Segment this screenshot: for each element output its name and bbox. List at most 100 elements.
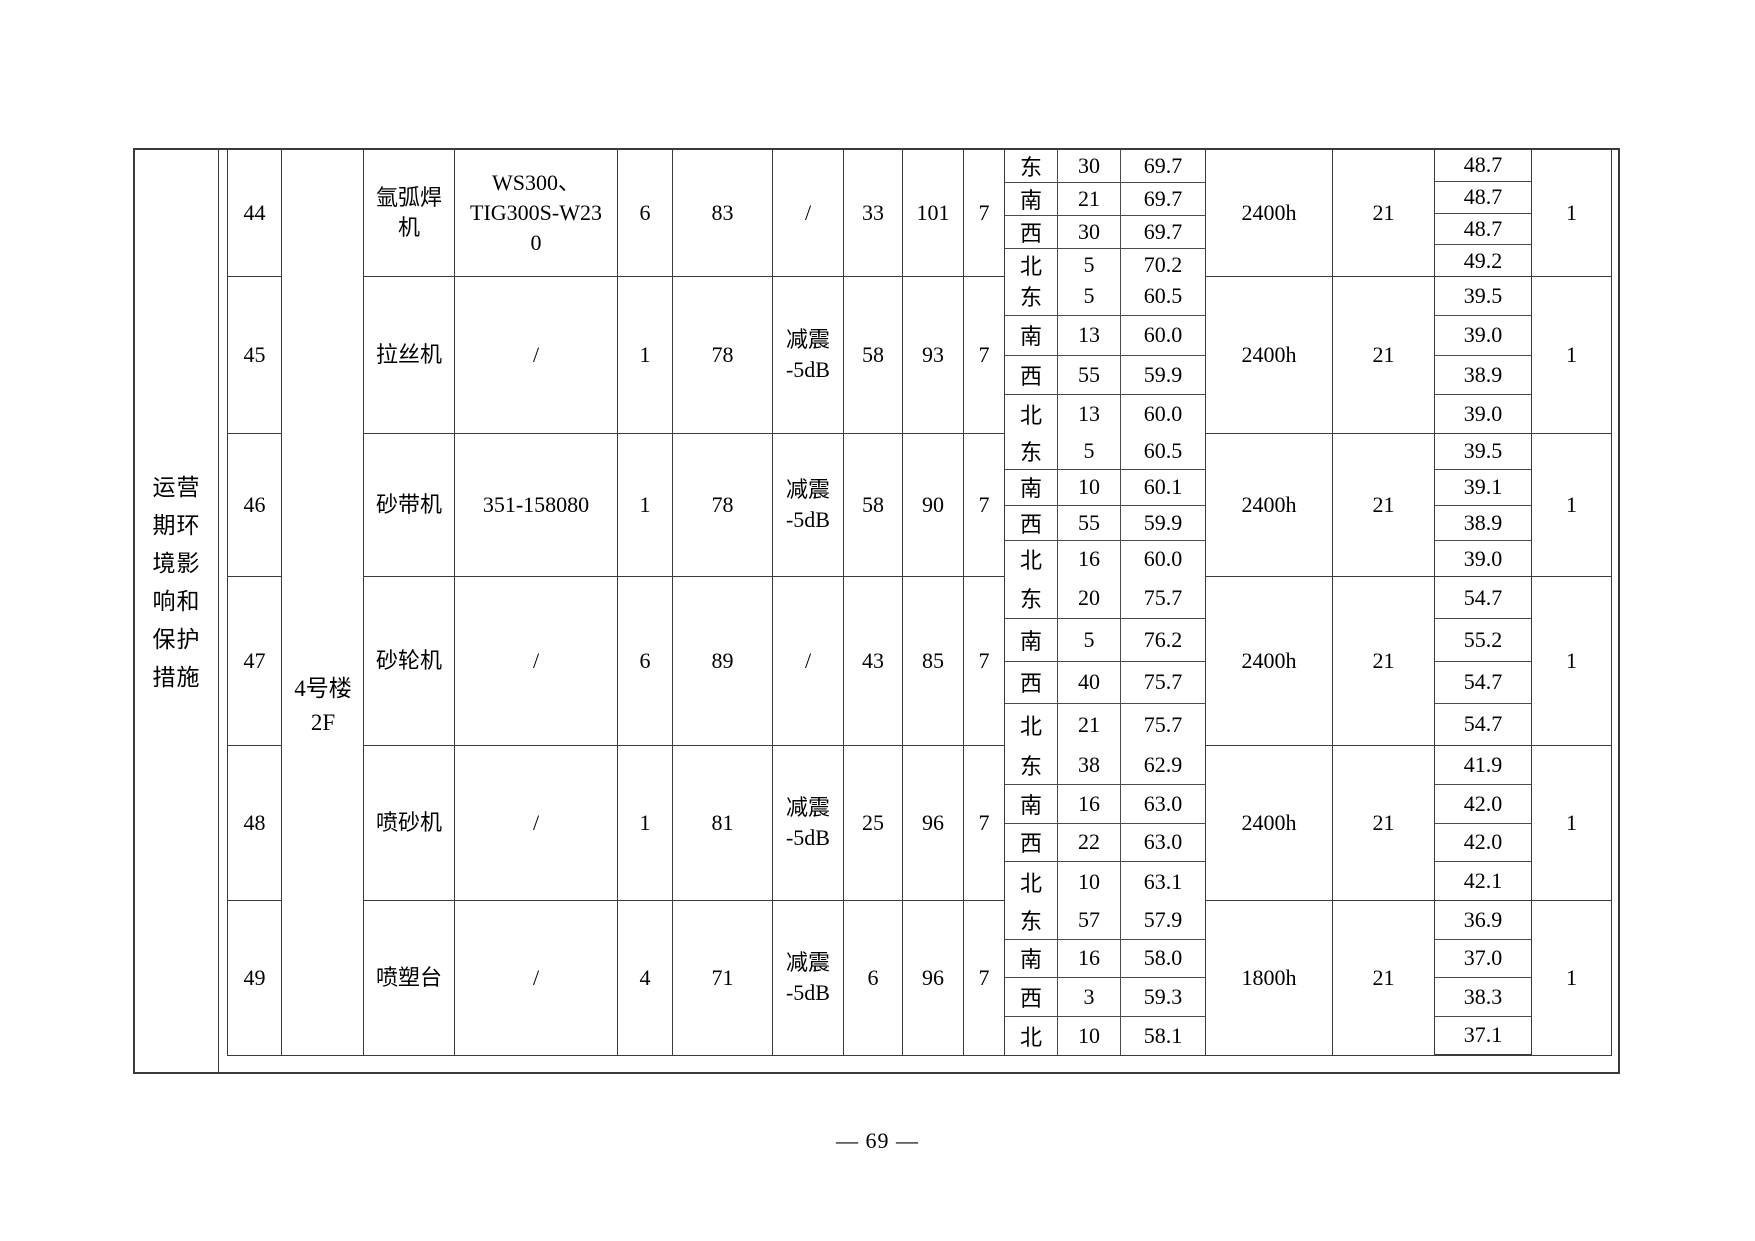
result-subtable: 39.5 39.0 38.9 39.0 [1435,277,1532,434]
table-row: 45 拉丝机 / 1 78 减震 -5dB 58 93 7 东 5 60.5 南 13 6… [228,277,1611,434]
cell-direction-noise: 75.7 [1121,703,1206,746]
cell-seq-no: 45 [228,277,282,434]
cell-direction-distance: 16 [1058,939,1121,978]
cell-value-5: 1 [1532,150,1611,277]
cell-model: / [455,277,618,434]
building-column-space [282,577,364,746]
cell-value-4: 21 [1333,434,1435,577]
cell-direction-distance: 5 [1058,249,1121,281]
cell-value-1: 33 [844,150,903,277]
cell-direction-distance: 55 [1058,505,1121,542]
cell-direction: 南 [1005,619,1058,662]
cell-source-noise: 83 [673,150,773,277]
direction-subrow: 南 21 69.7 [1005,183,1206,216]
direction-subrow: 东 57 57.9 [1005,901,1206,940]
cell-direction-distance: 3 [1058,978,1121,1017]
result-subtable: 36.9 37.0 38.3 37.1 [1435,901,1532,1055]
cell-direction: 北 [1005,541,1058,577]
cell-value-4: 21 [1333,901,1435,1055]
cell-value-5: 1 [1532,746,1611,901]
direction-subrow: 东 5 60.5 [1005,434,1206,470]
cell-direction-noise: 60.0 [1121,541,1206,577]
cell-value-4: 21 [1333,746,1435,901]
cell-result-value: 48.7 [1435,214,1531,246]
cell-direction: 东 [1005,150,1058,183]
cell-result-value: 42.1 [1463,868,1503,894]
cell-model: WS300、 TIG300S-W23 0 [455,150,618,277]
cell-quantity: 4 [618,901,673,1055]
cell-result-value: 54.7 [1435,662,1531,704]
cell-result-value: 41.9 [1435,746,1531,785]
cell-result-value: 39.0 [1463,545,1503,571]
direction-subrow: 南 10 60.1 [1005,469,1206,506]
direction-subtable: 东 20 75.7 南 5 76.2 西 40 75.7 北 21 75.7 [1005,577,1206,746]
table-row: 49 喷塑台 / 4 71 减震 -5dB 6 96 7 东 57 57.9 南 16 5… [228,901,1611,1055]
cell-direction: 东 [1005,277,1058,317]
cell-value-3: 7 [964,901,1005,1055]
table-row: 47 砂轮机 / 6 89 / 43 85 7 东 20 75.7 南 5 76.2 西 40… [228,577,1611,746]
table-row: 46 砂带机 351-158080 1 78 减震 -5dB 58 90 7 东… [228,434,1611,577]
cell-direction-noise: 62.9 [1121,746,1206,785]
cell-seq-no: 44 [228,150,282,277]
direction-subtable: 东 5 60.5 南 10 60.1 西 55 59.9 北 16 60.0 [1005,434,1206,577]
cell-direction-noise: 63.0 [1121,823,1206,863]
building-column-space [282,277,364,434]
cell-operating-hours: 2400h [1206,277,1333,434]
cell-result-value: 39.5 [1435,434,1531,470]
cell-value-1: 58 [844,277,903,434]
cell-direction: 南 [1005,469,1058,506]
cell-direction-distance: 30 [1058,150,1121,183]
direction-subrow: 西 55 59.9 [1005,505,1206,542]
cell-direction: 东 [1005,577,1058,620]
cell-value-2: 96 [903,901,964,1055]
cell-direction-distance: 22 [1058,823,1121,863]
cell-mitigation-measure: / [773,577,844,746]
cell-result-value: 54.7 [1463,711,1503,737]
cell-model: / [455,746,618,901]
cell-value-1: 25 [844,746,903,901]
cell-direction-noise: 59.3 [1121,978,1206,1017]
cell-value-2: 85 [903,577,964,746]
cell-value-2: 101 [903,150,964,277]
cell-value-5: 1 [1532,277,1611,434]
direction-subrow: 西 22 63.0 [1005,823,1206,863]
direction-subtable: 东 30 69.7 南 21 69.7 西 30 69.7 北 5 70.2 [1005,150,1206,281]
cell-result-value: 48.7 [1435,182,1531,214]
cell-direction-distance: 20 [1058,577,1121,620]
cell-direction-distance: 38 [1058,746,1121,785]
cell-direction-distance: 13 [1058,394,1121,434]
cell-result-value: 55.2 [1435,619,1531,662]
cell-seq-no: 46 [228,434,282,577]
cell-direction-noise: 58.0 [1121,939,1206,978]
cell-result-value: 39.0 [1463,400,1503,426]
cell-value-2: 96 [903,746,964,901]
cell-result-value: 38.9 [1435,506,1531,542]
direction-subrow: 西 3 59.3 [1005,978,1206,1017]
cell-direction: 西 [1005,505,1058,542]
cell-model: 351-158080 [455,434,618,577]
cell-value-3: 7 [964,277,1005,434]
cell-device-name: 氩弧焊 机 [364,150,455,277]
cell-direction: 北 [1005,394,1058,434]
cell-direction: 南 [1005,183,1058,216]
cell-device-name: 喷塑台 [364,901,455,1055]
cell-direction-noise: 69.7 [1121,150,1206,183]
cell-value-1: 43 [844,577,903,746]
cell-direction-noise: 75.7 [1121,577,1206,620]
direction-subtable: 东 5 60.5 南 13 60.0 西 55 59.9 北 13 60.0 [1005,277,1206,434]
direction-subrow: 北 13 60.0 [1005,394,1206,434]
cell-direction-noise: 70.2 [1121,249,1206,281]
building-column-space [282,901,364,1055]
cell-direction-noise: 60.0 [1121,316,1206,356]
cell-direction: 北 [1005,862,1058,901]
cell-operating-hours: 1800h [1206,901,1333,1055]
direction-subrow: 北 5 70.2 [1005,249,1206,281]
cell-direction-noise: 69.7 [1121,183,1206,216]
noise-table: 运营 期环 境影 响和 保护 措施 44 氩弧焊 机 WS300、 TIG300… [133,148,1620,1074]
cell-value-3: 7 [964,434,1005,577]
cell-direction: 南 [1005,316,1058,356]
direction-subrow: 北 21 75.7 [1005,703,1206,746]
cell-source-noise: 78 [673,277,773,434]
cell-value-5: 1 [1566,965,1577,990]
